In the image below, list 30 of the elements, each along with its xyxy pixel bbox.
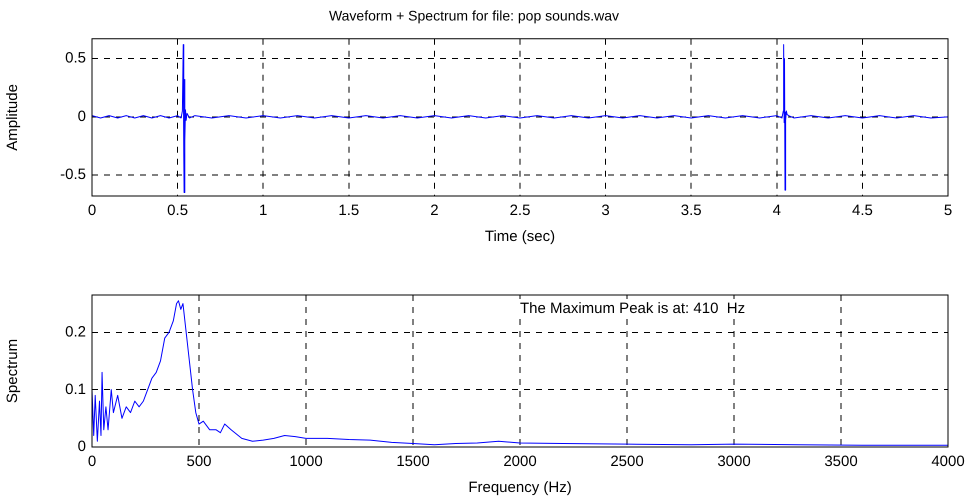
y-tick-label: 0.5	[65, 50, 86, 67]
x-tick-label: 1000	[289, 453, 323, 470]
y-tick-label: 0	[78, 438, 86, 456]
x-tick-label: 2	[430, 202, 439, 220]
chart-title: Waveform + Spectrum for file: pop sounds.wav	[328, 7, 620, 24]
x-tick-label: 1.5	[338, 202, 360, 220]
x-tick-label: 2500	[610, 453, 644, 470]
y-tick-label: -0.5	[60, 166, 86, 184]
x-tick-label: 1500	[396, 453, 430, 470]
x-tick-label: 4.5	[852, 202, 873, 220]
x-tick-label: 2000	[503, 453, 537, 470]
x-tick-label: 4000	[931, 453, 965, 470]
x-tick-label: 3.5	[680, 202, 702, 220]
x-tick-label: 500	[186, 453, 212, 470]
y-axis-title: Spectrum	[4, 338, 22, 404]
x-tick-label: 4	[772, 202, 781, 220]
y-tick-label: 0.1	[65, 380, 86, 398]
annotation: The Maximum Peak is at: 410 Hz	[520, 300, 746, 318]
x-tick-label: 3500	[824, 453, 858, 470]
x-tick-label: 5	[944, 202, 952, 220]
x-tick-label: 3	[601, 202, 610, 220]
x-tick-label: 0.5	[167, 202, 188, 220]
x-tick-label: 1	[259, 202, 268, 220]
x-axis-title: Time (sec)	[484, 228, 556, 246]
y-axis-title: Amplitude	[4, 84, 22, 151]
x-tick-label: 2.5	[510, 202, 530, 220]
x-tick-label: 3000	[717, 453, 751, 470]
x-axis-title: Frequency (Hz)	[468, 479, 572, 496]
y-tick-label: 0	[78, 108, 86, 125]
y-tick-label: 0.2	[65, 323, 86, 340]
